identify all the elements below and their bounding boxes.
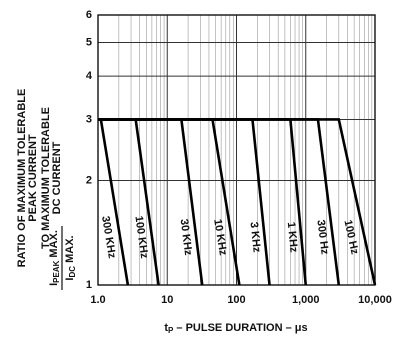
y-tick-label: 5 (86, 36, 92, 48)
series-line (98, 118, 308, 286)
x-tick-label: 1,000 (292, 294, 320, 306)
y-label-line: DC CURRENT (51, 141, 63, 214)
series-label: 100 Hz (341, 219, 360, 256)
y-axis-title: RATIO OF MAXIMUM TOLERABLE PEAK CURRENT … (16, 89, 63, 268)
x-tick-label: 1.0 (90, 294, 105, 306)
y-tick-label: 2 (86, 174, 92, 186)
y-tick-label: 3 (86, 113, 92, 125)
series-label: 100 KHz (132, 215, 150, 260)
series-label: 3 KHz (248, 221, 263, 253)
series-label: 30 KHz (178, 218, 195, 256)
fraction-numerator: IPEAK MAX. (48, 230, 61, 286)
series-line (98, 118, 377, 286)
y-label-line: RATIO OF MAXIMUM TOLERABLE (16, 89, 28, 268)
x-axis-title: tP – PULSE DURATION – μs (164, 322, 307, 335)
series-label: 300 Hz (314, 219, 330, 256)
x-tick-label: 10 (161, 294, 173, 306)
y-tick-label: 1 (86, 279, 92, 291)
y-tick-label: 6 (86, 9, 92, 21)
x-tick-label: 10,000 (358, 294, 392, 306)
y-label-line: TO MAXIMUM TOLERABLE (40, 107, 52, 249)
y-tick-label: 4 (86, 70, 93, 82)
series-label: 300 KHz (99, 215, 118, 260)
y-label-line: PEAK CURRENT (27, 134, 39, 222)
plot-frame (97, 14, 376, 286)
series-line (98, 118, 130, 286)
series-line (98, 118, 160, 286)
series-label: 10 KHz (211, 218, 229, 257)
x-tick-label: 100 (227, 294, 245, 306)
series-label: 1 KHz (285, 221, 300, 253)
fraction-denominator: IDC MAX. (64, 235, 77, 280)
y-fraction: IPEAK MAX. IDC MAX. (48, 226, 77, 290)
series-line (98, 118, 241, 286)
